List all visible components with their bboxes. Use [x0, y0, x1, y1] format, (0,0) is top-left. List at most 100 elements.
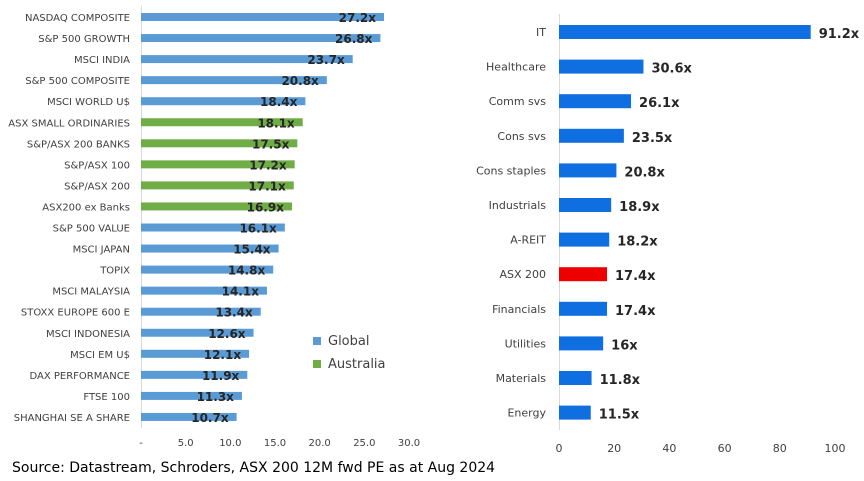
tick-label: 80: [773, 442, 787, 455]
value-label: 20.8x: [624, 165, 665, 180]
bar: [141, 160, 295, 169]
bar: [559, 336, 604, 351]
category-label: MSCI MALAYSIA: [52, 287, 130, 298]
source-note: Source: Datastream, Schroders, ASX 200 1…: [12, 460, 496, 476]
bar: [141, 34, 381, 43]
bar: [141, 223, 285, 232]
category-label: Financials: [492, 303, 546, 316]
bar: [559, 163, 617, 178]
bar: [141, 13, 384, 21]
legend-swatch: [313, 360, 321, 368]
category-label: NASDAQ COMPOSITE: [25, 13, 130, 24]
category-label: S&P/ASX 200: [64, 181, 130, 192]
tick-label: 100: [825, 442, 846, 455]
value-label: 14.8x: [228, 264, 266, 278]
category-label: MSCI INDIA: [74, 55, 130, 66]
value-label: 91.2x: [819, 27, 860, 42]
value-label: 20.8x: [281, 74, 319, 88]
value-label: 11.3x: [197, 390, 235, 404]
category-label: Utilities: [505, 337, 547, 350]
legend-label: Global: [328, 334, 369, 349]
value-label: 23.5x: [632, 131, 673, 146]
category-label: Comm svs: [489, 95, 547, 108]
category-label: A-REIT: [510, 234, 546, 247]
value-label: 12.6x: [208, 327, 246, 341]
legend-swatch: [313, 337, 321, 345]
bar: [559, 232, 610, 247]
value-label: 13.4x: [215, 306, 253, 320]
category-label: Energy: [507, 407, 546, 420]
value-label: 10.7x: [191, 411, 229, 425]
bar: [141, 244, 279, 253]
value-label: 12.1x: [204, 348, 242, 362]
value-label: 15.4x: [233, 243, 271, 257]
value-label: 17.2x: [249, 158, 287, 172]
tick-label: 25.0: [353, 438, 375, 449]
value-label: 27.2x: [339, 11, 377, 25]
tick-label: 5.0: [178, 438, 194, 449]
global-pe-chart: NASDAQ COMPOSITE 27.2x S&P 500 GROWTH 26.8x…: [8, 6, 420, 449]
category-label: S&P/ASX 100: [64, 160, 130, 171]
bar: [141, 328, 254, 337]
legend-label: Australia: [328, 357, 386, 372]
bar: [141, 349, 250, 358]
bar: [559, 405, 591, 420]
bar: [141, 370, 248, 379]
category-label: MSCI JAPAN: [73, 245, 130, 256]
value-label: 14.1x: [222, 285, 260, 299]
tick-label: 15.0: [264, 438, 286, 449]
value-label: 18.4x: [260, 95, 298, 109]
tick-label: -: [139, 438, 143, 449]
value-label: 23.7x: [307, 53, 345, 67]
value-label: 11.8x: [600, 373, 641, 388]
category-label: S&P 500 VALUE: [53, 224, 130, 235]
value-label: 18.1x: [257, 116, 295, 130]
category-label: Healthcare: [486, 61, 546, 74]
bar: [559, 128, 624, 143]
category-label: ASX200 ex Banks: [42, 202, 130, 213]
value-label: 16x: [611, 338, 638, 353]
bar: [141, 202, 292, 211]
value-label: 26.8x: [335, 32, 373, 46]
bar: [559, 267, 608, 282]
bar: [559, 25, 811, 39]
value-label: 17.4x: [615, 269, 656, 284]
tick-label: 10.0: [219, 438, 241, 449]
tick-label: 30.0: [398, 438, 420, 449]
bar: [141, 97, 306, 106]
tick-label: 20.0: [309, 438, 331, 449]
category-label: MSCI INDONESIA: [46, 329, 130, 340]
category-label: STOXX EUROPE 600 E: [21, 308, 130, 319]
value-label: 18.2x: [617, 235, 658, 250]
bar: [141, 118, 303, 127]
bar: [559, 198, 612, 212]
value-label: 17.5x: [252, 137, 290, 151]
bar: [559, 301, 608, 316]
bar: [141, 181, 294, 190]
category-label: ASX SMALL ORDINARIES: [8, 118, 130, 129]
value-label: 16.1x: [239, 222, 277, 236]
category-label: Cons svs: [497, 130, 546, 143]
bar: [141, 391, 242, 400]
value-label: 17.4x: [615, 304, 656, 319]
bar: [141, 412, 237, 421]
category-label: FTSE 100: [83, 392, 130, 403]
bar: [559, 94, 632, 109]
value-label: 17.1x: [248, 179, 286, 193]
category-label: S&P/ASX 200 BANKS: [27, 139, 130, 150]
value-label: 16.9x: [247, 200, 285, 214]
category-label: DAX PERFORMANCE: [29, 371, 130, 382]
category-label: Materials: [496, 372, 547, 385]
category-label: S&P 500 COMPOSITE: [25, 76, 130, 87]
category-label: MSCI EM U$: [70, 350, 130, 361]
bar: [141, 55, 353, 64]
value-label: 26.1x: [639, 96, 680, 111]
category-label: SHANGHAI SE A SHARE: [14, 413, 130, 424]
bar: [559, 59, 644, 74]
category-label: Cons staples: [476, 164, 546, 177]
tick-label: 40: [662, 442, 676, 455]
bar: [141, 76, 327, 85]
category-label: IT: [536, 26, 546, 39]
bar: [559, 371, 592, 385]
bar: [141, 265, 274, 274]
